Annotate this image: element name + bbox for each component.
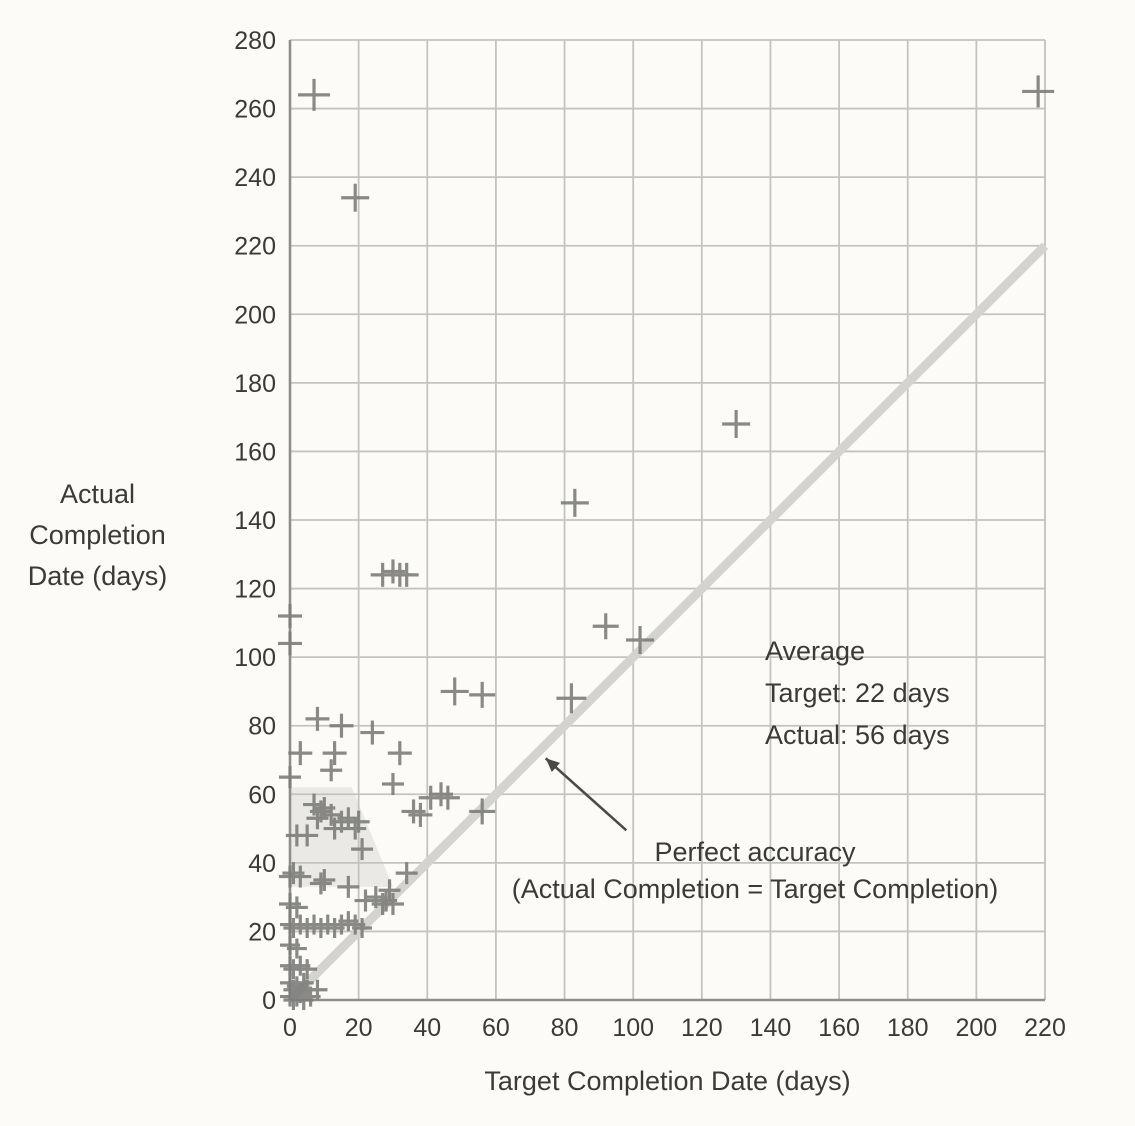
x-tick-label: 60 <box>482 1014 510 1042</box>
y-tick-label: 160 <box>234 438 276 466</box>
y-axis-label: Actual Completion Date (days) <box>0 474 195 597</box>
data-point-marker <box>313 869 336 891</box>
data-point-marker <box>341 183 370 212</box>
data-point-marker <box>626 626 655 654</box>
x-tick-label: 0 <box>283 1014 297 1042</box>
data-point-marker <box>320 759 343 782</box>
y-axis-label-line: Actual <box>59 479 136 509</box>
data-point-marker <box>352 918 373 938</box>
y-tick-label: 140 <box>234 507 276 535</box>
annotation-arrowhead <box>545 758 560 772</box>
x-tick-label: 100 <box>612 1014 654 1042</box>
data-point-marker <box>381 773 404 795</box>
average-annotation-line: Target: 22 days <box>765 678 950 708</box>
data-point-marker <box>560 488 589 517</box>
x-tick-label: 200 <box>956 1014 998 1042</box>
data-point-marker <box>408 802 433 827</box>
y-tick-label: 80 <box>248 713 276 741</box>
data-point-marker <box>469 681 496 708</box>
data-point-marker <box>278 604 302 628</box>
data-point-marker <box>592 613 619 640</box>
y-tick-label: 280 <box>234 27 276 55</box>
data-point-marker <box>309 872 332 895</box>
y-axis-label-line: Date (days) <box>27 561 168 591</box>
x-tick-label: 80 <box>551 1014 579 1042</box>
data-point-marker <box>305 706 330 731</box>
data-point-marker <box>354 889 377 912</box>
data-point-marker <box>395 862 418 885</box>
data-point-marker <box>329 713 354 738</box>
data-point-marker <box>378 879 401 902</box>
y-tick-label: 60 <box>248 781 276 809</box>
x-tick-label: 160 <box>818 1014 860 1042</box>
x-tick-label: 180 <box>887 1014 929 1042</box>
y-tick-label: 100 <box>234 644 276 672</box>
data-point-marker <box>296 824 319 847</box>
data-point-marker <box>307 979 328 1000</box>
data-point-marker <box>1022 75 1055 108</box>
data-point-marker <box>285 896 308 919</box>
data-point-marker <box>297 959 318 980</box>
x-axis-label: Target Completion Date (days) <box>484 1066 851 1096</box>
data-point-marker <box>360 720 385 745</box>
data-point-marker <box>556 683 587 714</box>
average-annotation-line: Average <box>765 636 866 666</box>
data-point-marker <box>288 741 313 766</box>
x-tick-label: 140 <box>750 1014 792 1042</box>
data-point-marker <box>289 865 312 888</box>
y-tick-label: 0 <box>262 987 276 1015</box>
data-point-marker <box>435 785 460 810</box>
data-point-marker <box>394 562 419 587</box>
y-tick-label: 120 <box>234 576 276 604</box>
perfect-accuracy-annotation: Perfect accuracy (Actual Completion = Ta… <box>250 834 1135 908</box>
data-point-marker <box>322 741 347 766</box>
x-tick-label: 20 <box>345 1014 373 1042</box>
data-point-marker <box>381 893 404 915</box>
y-axis-label-line: Completion <box>29 520 166 550</box>
data-points <box>278 75 1055 1010</box>
data-point-marker <box>337 875 360 898</box>
data-point-marker <box>298 78 331 111</box>
x-tick-label: 40 <box>413 1014 441 1042</box>
y-tick-label: 40 <box>248 850 276 878</box>
y-tick-label: 240 <box>234 164 276 192</box>
data-point-marker <box>279 766 301 789</box>
y-tick-label: 200 <box>234 301 276 329</box>
tick-labels: 0 20 40 60 80 100 120 140 160 180 200 220 0 20 40 60 80 1… <box>234 27 1066 1042</box>
annotation-arrow <box>544 757 628 832</box>
average-annotation-line: Actual: 56 days <box>765 720 950 750</box>
x-tick-label: 220 <box>1024 1014 1066 1042</box>
data-point-marker <box>722 410 751 438</box>
data-point-marker <box>440 677 469 706</box>
data-point-marker <box>387 741 412 766</box>
data-point-marker <box>351 838 374 861</box>
data-point-marker <box>278 631 302 656</box>
y-tick-label: 260 <box>234 96 276 124</box>
data-point-marker <box>347 810 370 833</box>
axes <box>288 40 1045 1002</box>
data-point-marker <box>286 938 307 959</box>
perfect-accuracy-annotation-line: (Actual Completion = Target Completion) <box>511 874 999 904</box>
data-point-marker <box>469 798 496 825</box>
average-annotation: Average Target: 22 days Actual: 56 days <box>765 630 950 756</box>
y-tick-label: 180 <box>234 370 276 398</box>
perfect-accuracy-annotation-line: Perfect accuracy <box>654 837 856 867</box>
y-tick-label: 20 <box>248 918 276 946</box>
y-tick-label: 220 <box>234 233 276 261</box>
x-tick-label: 120 <box>681 1014 723 1042</box>
